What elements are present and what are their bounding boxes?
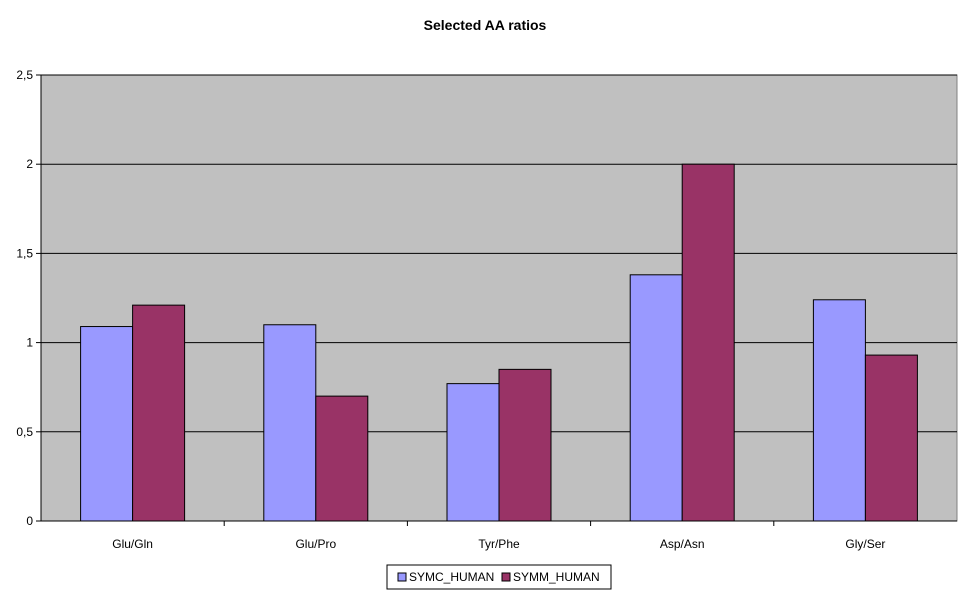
y-tick-label: 2,5 bbox=[16, 68, 33, 82]
x-tick-label: Asp/Asn bbox=[660, 537, 705, 551]
legend-box bbox=[386, 564, 612, 590]
legend: SYMC_HUMAN SYMM_HUMAN bbox=[386, 564, 612, 590]
bar-symc-human-glu-pro bbox=[263, 324, 317, 522]
bar-symm-human-gly-ser bbox=[864, 354, 918, 522]
bar-symm-human-glu-gln bbox=[132, 304, 186, 522]
bar-symc-human-tyr-phe bbox=[446, 383, 500, 522]
bars bbox=[80, 163, 918, 522]
bar-symm-human-glu-pro bbox=[315, 395, 369, 522]
bar-symm-human-asp-asn bbox=[681, 163, 735, 522]
x-tick-label: Tyr/Phe bbox=[478, 537, 520, 551]
legend-swatch-symm bbox=[501, 572, 511, 582]
bar-symc-human-glu-gln bbox=[80, 326, 134, 522]
y-tick-label: 0,5 bbox=[16, 425, 33, 439]
axes: 0 0,5 1 1,5 2 2,5 Glu/Gln Glu/Pro Tyr/Phe Asp/Asn… bbox=[16, 68, 957, 551]
y-tick-label: 1 bbox=[26, 336, 33, 350]
legend-label-symm: SYMM_HUMAN bbox=[513, 570, 600, 584]
gridlines bbox=[41, 74, 957, 433]
y-tick-label: 0 bbox=[26, 514, 33, 528]
x-tick-label: Gly/Ser bbox=[845, 537, 885, 551]
legend-label-symc: SYMC_HUMAN bbox=[409, 570, 494, 584]
x-tick-label: Glu/Gln bbox=[112, 537, 153, 551]
y-tick-label: 1,5 bbox=[16, 246, 33, 260]
bar-symc-human-asp-asn bbox=[629, 274, 683, 522]
x-tick-label: Glu/Pro bbox=[295, 537, 336, 551]
bar-symm-human-tyr-phe bbox=[498, 368, 552, 522]
bar-symc-human-gly-ser bbox=[812, 299, 866, 522]
legend-swatch-symc bbox=[397, 572, 407, 582]
chart-title: Selected AA ratios bbox=[424, 17, 547, 33]
y-tick-label: 2 bbox=[26, 157, 33, 171]
